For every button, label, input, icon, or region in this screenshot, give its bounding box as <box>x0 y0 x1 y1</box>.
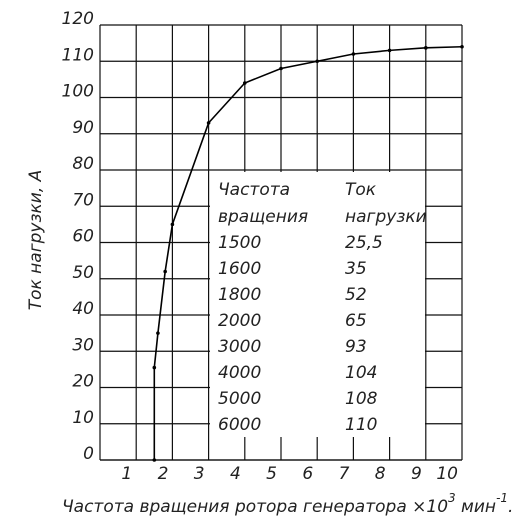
y-tick-label: 60 <box>72 227 94 247</box>
point <box>279 66 283 71</box>
y-tick-label: 120 <box>62 9 94 29</box>
table-cell: 5000 <box>218 389 261 409</box>
x-tick-label: 2 <box>158 464 169 484</box>
y-tick-label: 50 <box>72 263 94 283</box>
y-tick-label: 80 <box>72 154 94 174</box>
x-axis-label-exp: -1 <box>496 491 508 505</box>
table-cell: 108 <box>345 389 378 409</box>
table-background <box>210 172 425 437</box>
table-cell: 35 <box>345 259 367 279</box>
point <box>424 46 428 50</box>
table-header: Частота <box>218 180 290 200</box>
x-tick-label: 3 <box>194 464 205 484</box>
x-tick-label: 1 <box>121 464 132 484</box>
y-tick-label: 20 <box>72 372 94 392</box>
x-tick-label: 8 <box>375 464 386 484</box>
y-tick-label: 0 <box>83 444 94 464</box>
point <box>170 222 175 227</box>
point <box>351 52 356 56</box>
y-tick-label: 90 <box>72 118 94 138</box>
y-tick-label: 10 <box>72 408 94 428</box>
table-cell: 1800 <box>218 285 261 305</box>
table-header: нагрузки <box>345 207 427 227</box>
point <box>152 365 157 370</box>
y-tick-label: 40 <box>72 299 94 319</box>
point <box>243 81 247 85</box>
table-cell: 1600 <box>218 259 261 279</box>
y-tick-label: 30 <box>72 335 94 355</box>
table-cell: 2000 <box>218 311 261 331</box>
y-axis-label: Ток нагрузки, А <box>26 170 46 311</box>
y-tick-label: 110 <box>62 45 94 65</box>
table-cell: 6000 <box>218 415 261 435</box>
table-header: Ток <box>345 180 377 200</box>
x-tick-label: 4 <box>230 464 241 484</box>
point <box>152 458 157 462</box>
point <box>387 48 392 53</box>
table-cell: 25,5 <box>345 233 383 253</box>
x-axis-label: Частота вращения ротора генератора ×103 … <box>62 491 513 518</box>
point <box>156 331 160 335</box>
x-axis-label-text: Частота вращения ротора генератора ×10 <box>62 497 448 517</box>
point <box>460 44 464 49</box>
table-cell: 104 <box>345 363 377 383</box>
point <box>206 121 211 125</box>
x-tick-label: 10 <box>436 464 458 484</box>
x-tick-label: 7 <box>339 464 350 484</box>
y-tick-label: 100 <box>62 82 94 102</box>
x-tick-label: 9 <box>411 464 422 484</box>
table-header: вращения <box>218 207 308 227</box>
y-tick-label: 70 <box>72 190 94 210</box>
x-tick-label: 6 <box>302 464 313 484</box>
table-cell: 65 <box>345 311 367 331</box>
table-cell: 3000 <box>218 337 261 357</box>
table-cell: 4000 <box>218 363 261 383</box>
point <box>163 269 167 274</box>
point <box>315 59 320 64</box>
table-cell: 1500 <box>218 233 261 253</box>
x-axis-label-exp: 3 <box>448 491 456 505</box>
x-axis-label-unit: мин <box>456 497 496 517</box>
table-cell: 52 <box>345 285 367 305</box>
table-cell: 110 <box>345 415 377 435</box>
table-cell: 93 <box>345 337 367 357</box>
x-tick-label: 5 <box>266 464 277 484</box>
x-axis-label-dot: . <box>508 497 513 517</box>
